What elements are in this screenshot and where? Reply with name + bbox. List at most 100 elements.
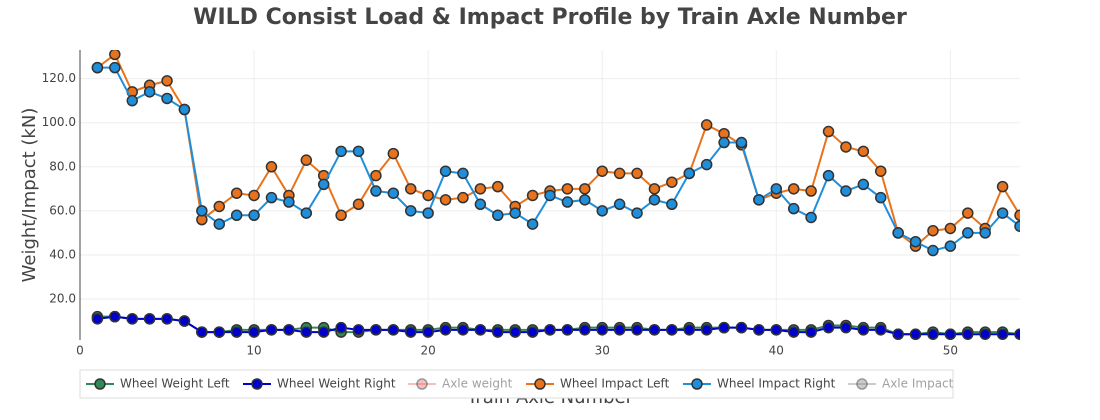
marker [996,328,1009,340]
marker [300,207,313,219]
marker [109,310,121,323]
marker [561,183,574,195]
marker [631,167,643,180]
legend-marker [416,378,428,390]
marker [1014,328,1020,340]
marker [265,161,278,173]
marker [492,180,504,193]
marker [874,165,887,177]
marker [787,202,800,215]
x-tick-label: 50 [943,344,958,358]
y-tick-label: 40.0 [49,247,76,261]
legend-label[interactable]: Wheel Weight Right [277,377,396,391]
marker [979,328,991,340]
y-tick-label: 80.0 [49,159,76,173]
x-tick-label: 20 [421,344,436,358]
legend-box [79,369,954,399]
legend-marker [856,378,868,390]
marker [526,326,539,338]
marker [613,324,626,336]
y-tick-label: 100.0 [42,115,76,129]
marker [474,324,487,336]
marker [962,227,974,239]
marker [370,185,382,197]
marker [561,196,574,208]
marker [352,324,365,336]
marker [126,313,138,325]
marker [857,145,870,158]
marker [248,189,260,202]
marker [579,194,591,206]
marker [927,224,939,237]
marker [857,178,870,191]
marker [387,324,400,336]
legend-marker [691,378,703,390]
marker [648,324,661,336]
marker [666,176,678,188]
marker [770,324,783,336]
marker [631,324,643,336]
marker [840,141,852,153]
marker [492,326,504,338]
marker [457,167,469,180]
marker [439,194,452,206]
legend-label[interactable]: Axle Impact [882,377,954,391]
marker [613,198,626,211]
marker [387,147,400,160]
marker [840,321,852,334]
marker [213,326,226,338]
series [91,50,1020,252]
legend-label[interactable]: Axle weight [442,377,513,391]
marker [579,183,591,195]
marker [805,185,817,197]
marker [474,183,487,195]
marker [230,326,243,338]
marker [718,136,730,149]
marker [196,205,208,217]
marker [892,328,904,340]
marker [422,326,434,338]
marker [840,185,852,197]
marker [700,158,713,171]
marker [196,326,208,338]
marker [335,321,347,334]
series [91,61,1020,257]
marker [178,103,191,116]
marker [805,326,817,338]
marker [474,198,487,211]
legend-label[interactable]: Wheel Impact Right [717,377,836,391]
marker [822,125,835,138]
series-line [97,66,1020,252]
marker [161,75,173,87]
marker [979,227,991,239]
marker [283,324,295,336]
marker [248,326,260,338]
chart-title: WILD Consist Load & Impact Profile by Tr… [193,5,907,30]
marker [700,324,713,336]
marker [265,191,278,204]
marker [596,324,608,336]
marker [683,324,696,336]
marker [753,194,765,206]
legend-label[interactable]: Wheel Impact Left [560,377,670,391]
marker [457,324,469,336]
marker [439,165,452,177]
marker [700,119,713,131]
marker [544,189,556,202]
marker [422,189,434,202]
marker [927,328,939,340]
marker [404,183,417,195]
legend-label[interactable]: Wheel Weight Left [120,377,230,391]
marker [370,169,382,182]
marker [161,92,173,105]
marker [996,180,1009,193]
marker [126,94,138,107]
marker [213,218,226,230]
marker [404,205,417,217]
marker [822,169,835,182]
marker [143,313,156,325]
marker [526,189,539,202]
marker [718,321,730,334]
marker [787,326,800,338]
marker [996,207,1009,219]
